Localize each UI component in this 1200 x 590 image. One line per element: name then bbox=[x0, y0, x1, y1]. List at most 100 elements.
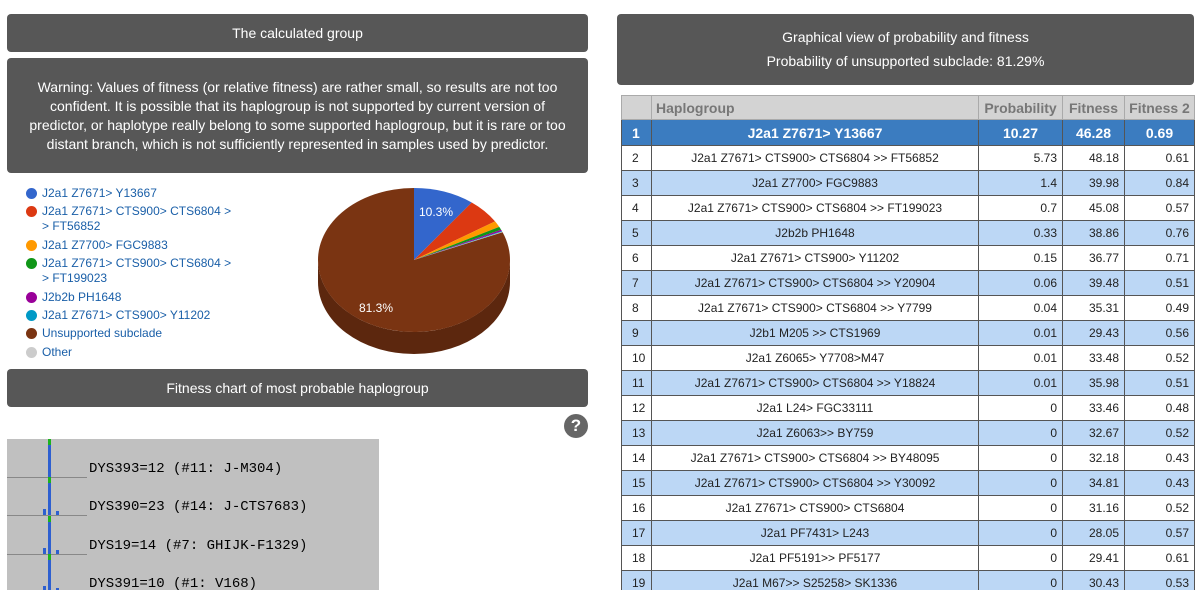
haplogroup-cell: J2a1 PF7431> L243 bbox=[651, 520, 979, 546]
fitness-marker bbox=[48, 439, 51, 445]
table-row[interactable]: 3 J2a1 Z7700> FGC9883 1.4 39.98 0.84 bbox=[621, 170, 1195, 196]
row-index: 11 bbox=[621, 370, 652, 396]
pie-slice[interactable] bbox=[414, 202, 496, 260]
table-header-cell[interactable]: Haplogroup bbox=[651, 95, 979, 120]
legend-item[interactable]: J2a1 Z7671> CTS900> CTS6804 > > FT56852 bbox=[26, 204, 276, 234]
fitness-cell: 34.81 bbox=[1062, 470, 1125, 496]
probability-cell: 0.15 bbox=[978, 245, 1063, 271]
row-index: 5 bbox=[621, 220, 652, 246]
table-row[interactable]: 6 J2a1 Z7671> CTS900> Y11202 0.15 36.77 0.71 bbox=[621, 245, 1195, 271]
legend-swatch bbox=[26, 309, 37, 321]
help-icon[interactable]: ? bbox=[564, 414, 588, 438]
row-index: 3 bbox=[621, 170, 652, 196]
fitness-cell: 35.31 bbox=[1062, 295, 1125, 321]
fitness-cell: 29.43 bbox=[1062, 320, 1125, 346]
fitness-row: DYS393=12 (#11: J-M304) bbox=[7, 439, 379, 478]
pie-slice[interactable] bbox=[414, 229, 502, 260]
pie-slice[interactable] bbox=[414, 188, 472, 260]
haplogroup-cell: J2a1 Z6065> Y7708>M47 bbox=[651, 345, 979, 371]
table-row[interactable]: 16 J2a1 Z7671> CTS900> CTS6804 0 31.16 0.52 bbox=[621, 495, 1195, 521]
table-row[interactable]: 17 J2a1 PF7431> L243 0 28.05 0.57 bbox=[621, 520, 1195, 546]
fitness2-cell: 0.52 bbox=[1124, 420, 1195, 446]
legend-item[interactable]: J2a1 Z7671> Y13667 bbox=[26, 186, 276, 201]
legend-item[interactable]: J2a1 Z7671> CTS900> CTS6804 > > FT199023 bbox=[26, 256, 276, 286]
legend-swatch bbox=[26, 258, 37, 270]
table-header-cell[interactable]: Fitness 2 bbox=[1124, 95, 1195, 120]
pie-slice[interactable] bbox=[318, 188, 510, 332]
row-index: 10 bbox=[621, 345, 652, 371]
probability-cell: 0.7 bbox=[978, 195, 1063, 221]
fitness-cell: 28.05 bbox=[1062, 520, 1125, 546]
row-index: 12 bbox=[621, 395, 652, 421]
fitness-cell: 32.67 bbox=[1062, 420, 1125, 446]
fitness-cell: 31.16 bbox=[1062, 495, 1125, 521]
probability-cell: 0.33 bbox=[978, 220, 1063, 246]
table-row[interactable]: 4 J2a1 Z7671> CTS900> CTS6804 >> FT199023… bbox=[621, 195, 1195, 221]
table-row[interactable]: 11 J2a1 Z7671> CTS900> CTS6804 >> Y18824 0… bbox=[621, 370, 1195, 396]
probability-pie-chart: 10.3% 81.3% bbox=[318, 188, 510, 354]
pie-slice[interactable] bbox=[414, 221, 500, 260]
fitness-cell: 36.77 bbox=[1062, 245, 1125, 271]
legend-item[interactable]: J2a1 Z7671> CTS900> Y11202 bbox=[26, 308, 276, 323]
legend-swatch bbox=[26, 239, 37, 251]
fitness2-cell: 0.52 bbox=[1124, 495, 1195, 521]
fitness-label: DYS19=14 (#7: GHIJK-F1329) bbox=[89, 538, 308, 554]
table-row[interactable]: 12 J2a1 L24> FGC33111 0 33.46 0.48 bbox=[621, 395, 1195, 421]
fitness-bar bbox=[48, 516, 51, 554]
fitness-cell: 39.48 bbox=[1062, 270, 1125, 296]
legend-item[interactable]: J2a1 Z7700> FGC9883 bbox=[26, 238, 276, 253]
fitness-cell: 45.08 bbox=[1062, 195, 1125, 221]
table-row[interactable]: 15 J2a1 Z7671> CTS900> CTS6804 >> Y30092 0… bbox=[621, 470, 1195, 496]
fitness-cell: 48.18 bbox=[1062, 145, 1125, 171]
probability-cell: 10.27 bbox=[978, 119, 1063, 146]
pie-slice[interactable] bbox=[414, 231, 503, 260]
table-row[interactable]: 13 J2a1 Z6063>> BY759 0 32.67 0.52 bbox=[621, 420, 1195, 446]
legend-item[interactable]: Unsupported subclade bbox=[26, 326, 276, 341]
graphical-view-header: Graphical view of probability and fitnes… bbox=[617, 14, 1194, 85]
legend-swatch bbox=[26, 291, 37, 303]
probability-cell: 0.04 bbox=[978, 295, 1063, 321]
fitness-marker bbox=[48, 554, 51, 560]
calculated-group-header: The calculated group bbox=[7, 14, 588, 52]
table-row[interactable]: 8 J2a1 Z7671> CTS900> CTS6804 >> Y7799 0.0… bbox=[621, 295, 1195, 321]
haplogroup-cell: J2a1 Z7700> FGC9883 bbox=[651, 170, 979, 196]
haplogroup-cell: J2a1 Z6063>> BY759 bbox=[651, 420, 979, 446]
row-index: 15 bbox=[621, 470, 652, 496]
table-row[interactable]: 9 J2b1 M205 >> CTS1969 0.01 29.43 0.56 bbox=[621, 320, 1195, 346]
table-row[interactable]: 14 J2a1 Z7671> CTS900> CTS6804 >> BY48095… bbox=[621, 445, 1195, 471]
fitness-tick bbox=[56, 511, 59, 515]
legend-label: J2a1 Z7671> CTS900> CTS6804 > > FT199023 bbox=[42, 256, 232, 286]
fitness-cell: 29.41 bbox=[1062, 545, 1125, 571]
table-header-cell[interactable]: Fitness bbox=[1062, 95, 1125, 120]
table-row[interactable]: 7 J2a1 Z7671> CTS900> CTS6804 >> Y20904 0.… bbox=[621, 270, 1195, 296]
fitness-marker bbox=[48, 516, 51, 522]
table-header-cell[interactable] bbox=[621, 95, 652, 120]
haplogroup-cell: J2a1 Z7671> CTS900> CTS6804 >> FT56852 bbox=[651, 145, 979, 171]
pie-slice[interactable] bbox=[414, 226, 502, 260]
calculated-group-title: The calculated group bbox=[232, 25, 363, 41]
probability-cell: 0 bbox=[978, 470, 1063, 496]
probability-cell: 0 bbox=[978, 445, 1063, 471]
pie-slice-label: 10.3% bbox=[419, 205, 453, 219]
fitness-tick bbox=[56, 550, 59, 554]
haplogroup-cell: J2a1 Z7671> Y13667 bbox=[651, 119, 979, 146]
table-row[interactable]: 18 J2a1 PF5191>> PF5177 0 29.41 0.61 bbox=[621, 545, 1195, 571]
fitness-cell: 38.86 bbox=[1062, 220, 1125, 246]
table-row[interactable]: 10 J2a1 Z6065> Y7708>M47 0.01 33.48 0.52 bbox=[621, 345, 1195, 371]
probability-cell: 0.06 bbox=[978, 270, 1063, 296]
table-row[interactable]: 19 J2a1 M67>> S25258> SK1336 0 30.43 0.53 bbox=[621, 570, 1195, 590]
pie-slice[interactable] bbox=[414, 231, 503, 260]
row-index: 16 bbox=[621, 495, 652, 521]
legend-label: J2b2b PH1648 bbox=[42, 289, 122, 304]
fitness-cell: 35.98 bbox=[1062, 370, 1125, 396]
pie-slice-side bbox=[318, 260, 510, 354]
legend-label: Unsupported subclade bbox=[42, 326, 163, 341]
table-row[interactable]: 5 J2b2b PH1648 0.33 38.86 0.76 bbox=[621, 220, 1195, 246]
table-header-cell[interactable]: Probability bbox=[978, 95, 1063, 120]
legend-item[interactable]: Other bbox=[26, 345, 276, 360]
fitness-chart-header: Fitness chart of most probable haplogrou… bbox=[7, 369, 588, 407]
legend-item[interactable]: J2b2b PH1648 bbox=[26, 290, 276, 305]
table-row[interactable]: 1 J2a1 Z7671> Y13667 10.27 46.28 0.69 bbox=[621, 119, 1195, 146]
table-row[interactable]: 2 J2a1 Z7671> CTS900> CTS6804 >> FT56852 5… bbox=[621, 145, 1195, 171]
